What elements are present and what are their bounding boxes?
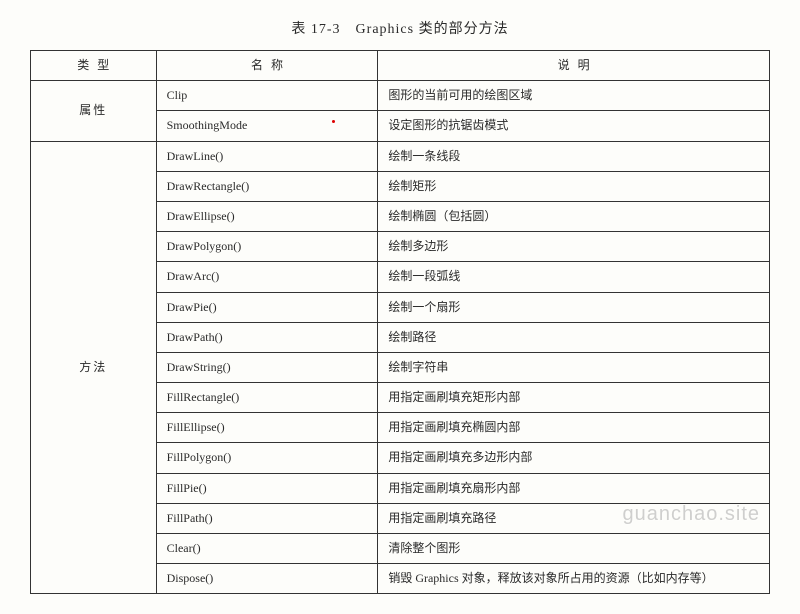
desc-cell: 销毁 Graphics 对象，释放该对象所占用的资源（比如内存等） xyxy=(378,564,770,594)
desc-cell: 绘制一条线段 xyxy=(378,141,770,171)
desc-cell: 绘制多边形 xyxy=(378,232,770,262)
red-dot-marker xyxy=(332,120,335,123)
desc-cell: 用指定画刷填充扇形内部 xyxy=(378,473,770,503)
name-cell: DrawLine() xyxy=(156,141,378,171)
desc-cell: 绘制一个扇形 xyxy=(378,292,770,322)
table-caption: 表 17-3 Graphics 类的部分方法 xyxy=(30,18,770,38)
desc-cell: 用指定画刷填充椭圆内部 xyxy=(378,413,770,443)
name-cell: Dispose() xyxy=(156,564,378,594)
desc-cell: 设定图形的抗锯齿模式 xyxy=(378,111,770,141)
name-cell: FillPath() xyxy=(156,503,378,533)
header-type: 类型 xyxy=(31,51,157,81)
desc-cell: 用指定画刷填充矩形内部 xyxy=(378,383,770,413)
name-cell: SmoothingMode xyxy=(156,111,378,141)
category-cell: 属性 xyxy=(31,81,157,141)
name-cell: DrawEllipse() xyxy=(156,201,378,231)
name-cell: FillEllipse() xyxy=(156,413,378,443)
header-name: 名称 xyxy=(156,51,378,81)
desc-cell: 绘制路径 xyxy=(378,322,770,352)
name-cell: FillPolygon() xyxy=(156,443,378,473)
desc-cell: 绘制字符串 xyxy=(378,352,770,382)
name-cell: FillPie() xyxy=(156,473,378,503)
name-cell: DrawPolygon() xyxy=(156,232,378,262)
desc-cell: 绘制矩形 xyxy=(378,171,770,201)
name-cell: DrawPie() xyxy=(156,292,378,322)
name-cell: DrawPath() xyxy=(156,322,378,352)
desc-cell: 清除整个图形 xyxy=(378,534,770,564)
name-cell: Clip xyxy=(156,81,378,111)
name-cell: DrawArc() xyxy=(156,262,378,292)
name-cell: DrawRectangle() xyxy=(156,171,378,201)
name-cell: FillRectangle() xyxy=(156,383,378,413)
name-cell: Clear() xyxy=(156,534,378,564)
desc-cell: 用指定画刷填充多边形内部 xyxy=(378,443,770,473)
table-row: 属性Clip图形的当前可用的绘图区域 xyxy=(31,81,770,111)
desc-cell: 绘制一段弧线 xyxy=(378,262,770,292)
table-header-row: 类型 名称 说明 xyxy=(31,51,770,81)
desc-cell: 绘制椭圆（包括圆） xyxy=(378,201,770,231)
table-row: 方法DrawLine()绘制一条线段 xyxy=(31,141,770,171)
category-cell: 方法 xyxy=(31,141,157,594)
desc-cell: 用指定画刷填充路径 xyxy=(378,503,770,533)
header-desc: 说明 xyxy=(378,51,770,81)
graphics-methods-table: 类型 名称 说明 属性Clip图形的当前可用的绘图区域SmoothingMode… xyxy=(30,50,770,594)
name-cell: DrawString() xyxy=(156,352,378,382)
desc-cell: 图形的当前可用的绘图区域 xyxy=(378,81,770,111)
